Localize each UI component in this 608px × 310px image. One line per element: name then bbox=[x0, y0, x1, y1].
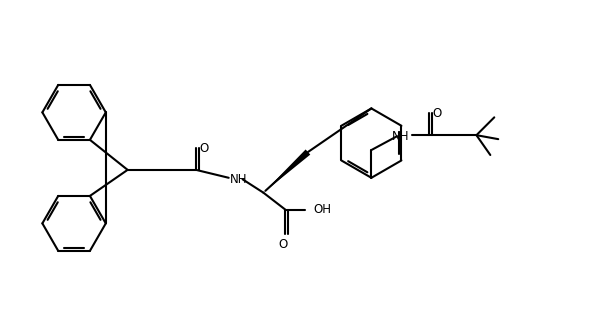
Text: O: O bbox=[278, 238, 288, 251]
Text: NH: NH bbox=[230, 173, 247, 186]
Text: O: O bbox=[199, 142, 209, 155]
Text: NH: NH bbox=[392, 130, 409, 143]
Text: OH: OH bbox=[313, 203, 331, 216]
Polygon shape bbox=[263, 149, 310, 193]
Text: O: O bbox=[432, 107, 441, 120]
